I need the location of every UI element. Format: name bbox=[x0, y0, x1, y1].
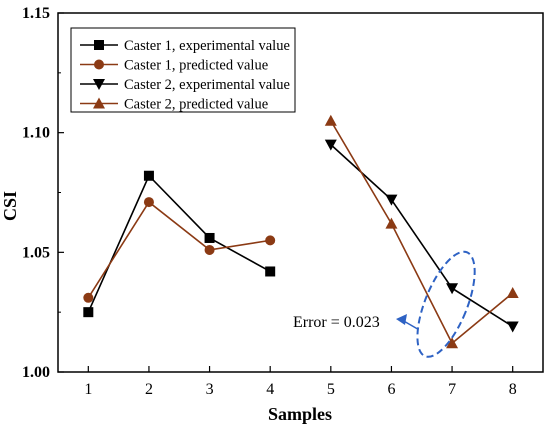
legend-label: Caster 2, experimental value bbox=[124, 77, 290, 93]
legend-label: Caster 1, experimental value bbox=[124, 38, 290, 54]
error-arrow-head bbox=[396, 314, 407, 325]
ticks: 1 2 3 4 5 6 7 8 1.00 1.05 1.10 1.15 bbox=[22, 5, 517, 398]
series-2 bbox=[83, 197, 276, 303]
x-tick-label: 2 bbox=[145, 381, 153, 398]
data-point bbox=[204, 232, 215, 243]
legend-label: Caster 2, predicted value bbox=[124, 97, 268, 113]
x-tick-label: 5 bbox=[327, 381, 335, 398]
y-axis-title: CSI bbox=[0, 191, 20, 221]
series-line bbox=[330, 120, 514, 345]
x-tick-label: 1 bbox=[84, 381, 92, 398]
legend-entry: Caster 1, predicted value bbox=[80, 58, 268, 74]
y-tick-label: 1.10 bbox=[22, 125, 50, 142]
data-point bbox=[385, 194, 398, 206]
data-point bbox=[143, 170, 154, 181]
error-annotation-text: Error = 0.023 bbox=[293, 314, 380, 331]
legend-entry: Caster 2, predicted value bbox=[80, 97, 268, 113]
legend-box bbox=[70, 27, 296, 113]
annotation: Error = 0.023 bbox=[293, 250, 476, 358]
x-axis-title: Samples bbox=[268, 404, 332, 424]
data-point bbox=[446, 283, 459, 295]
data-point bbox=[506, 321, 519, 333]
y-tick-label: 1.15 bbox=[22, 5, 50, 22]
legend-label: Caster 1, predicted value bbox=[124, 58, 268, 74]
series-1 bbox=[83, 170, 276, 318]
x-tick-label: 8 bbox=[509, 381, 517, 398]
series-4 bbox=[324, 114, 519, 349]
y-tick-label: 1.00 bbox=[22, 364, 50, 381]
legend-marker bbox=[94, 59, 104, 70]
data-point bbox=[265, 266, 276, 277]
y-tick-label: 1.05 bbox=[22, 244, 50, 261]
data-point bbox=[204, 244, 215, 255]
data-point bbox=[324, 139, 337, 151]
legend-entry: Caster 2, experimental value bbox=[80, 77, 290, 93]
x-tick-label: 3 bbox=[206, 381, 214, 398]
series-line bbox=[87, 200, 271, 299]
legend-marker bbox=[93, 97, 105, 109]
x-tick-label: 7 bbox=[448, 381, 456, 398]
data-point bbox=[506, 287, 519, 299]
error-highlight-ellipse bbox=[416, 250, 476, 358]
data-point bbox=[446, 337, 459, 349]
series-line bbox=[87, 174, 271, 313]
legend: Caster 1, experimental value Caster 1, pr… bbox=[70, 27, 296, 113]
data-point bbox=[83, 307, 94, 318]
series-line bbox=[330, 144, 514, 328]
data-point bbox=[143, 197, 154, 208]
series bbox=[83, 114, 519, 349]
legend-marker bbox=[93, 79, 105, 90]
legend-entry: Caster 1, experimental value bbox=[80, 38, 290, 54]
series-3 bbox=[324, 139, 519, 333]
data-point bbox=[265, 235, 276, 246]
data-point bbox=[385, 217, 398, 229]
legend-marker bbox=[94, 40, 104, 50]
data-point bbox=[83, 292, 94, 303]
x-tick-label: 6 bbox=[387, 381, 395, 398]
x-tick-label: 4 bbox=[266, 381, 274, 398]
data-point bbox=[324, 114, 337, 126]
